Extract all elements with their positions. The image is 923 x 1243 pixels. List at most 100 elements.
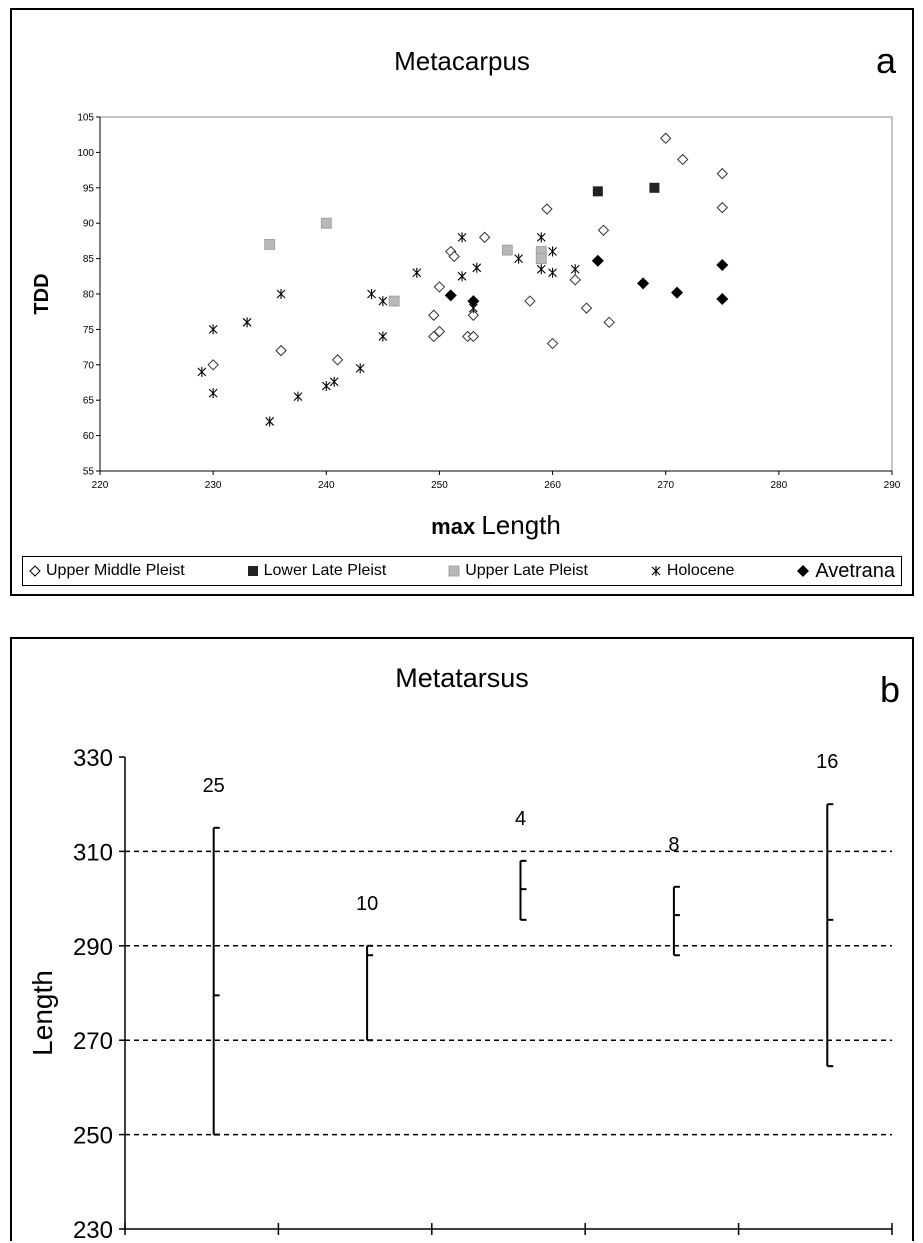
legend-label: Upper Late Pleist	[465, 562, 588, 579]
y-tick-label: 330	[73, 745, 113, 772]
legend-item-lower-late-pleist: Lower Late Pleist	[247, 562, 387, 580]
point-upper-late-pleist	[388, 295, 400, 307]
point-avetrana	[671, 286, 684, 299]
point-holocene	[536, 264, 546, 275]
point-holocene	[355, 363, 365, 374]
x-tick-label: 250	[431, 480, 448, 491]
sample-count-label: 4	[515, 808, 526, 830]
chart-title: Metacarpus	[394, 46, 530, 76]
point-upper-middle-pleist	[448, 250, 460, 263]
point-holocene	[208, 324, 218, 335]
y-tick-label: 230	[73, 1217, 113, 1243]
point-upper-middle-pleist	[676, 153, 689, 166]
y-tick-label: 250	[73, 1123, 113, 1150]
point-holocene	[276, 289, 286, 299]
point-lower-late-pleist	[592, 186, 603, 197]
point-holocene	[329, 376, 339, 387]
point-upper-middle-pleist	[580, 302, 593, 314]
x-axis-label: max Length	[431, 510, 561, 540]
point-holocene	[514, 253, 524, 264]
point-holocene	[208, 388, 218, 399]
point-holocene	[197, 366, 207, 377]
square-gray-icon	[448, 565, 460, 577]
diamond-open-icon	[29, 565, 41, 577]
point-holocene	[293, 391, 303, 402]
sample-count-label: 8	[668, 834, 679, 856]
y-tick-label: 290	[73, 934, 113, 961]
point-holocene	[265, 416, 275, 427]
point-upper-middle-pleist	[716, 167, 728, 180]
point-upper-middle-pleist	[467, 309, 480, 321]
y-tick-label: 95	[83, 183, 95, 194]
point-holocene	[472, 262, 482, 273]
legend-label: Upper Middle Pleist	[46, 562, 185, 579]
metacarpus-panel: Metacarpus a 220 230 240 250 260 270 280 290 55 6…	[10, 8, 914, 596]
point-upper-middle-pleist	[433, 325, 446, 338]
legend-item-avetrana: Avetrana	[796, 560, 895, 583]
point-upper-middle-pleist	[467, 330, 480, 343]
point-holocene	[242, 317, 252, 328]
square-filled-icon	[247, 566, 258, 576]
plot-area	[99, 116, 893, 472]
point-avetrana	[591, 254, 604, 267]
panel-label: b	[879, 669, 900, 710]
point-upper-late-pleist	[535, 253, 547, 265]
x-tick-label: 220	[92, 480, 109, 491]
point-holocene	[367, 289, 376, 299]
point-avetrana	[637, 277, 650, 290]
point-holocene	[457, 232, 467, 243]
point-upper-middle-pleist	[569, 274, 581, 286]
legend: Upper Middle Pleist Lower Late Pleist Up…	[22, 556, 902, 586]
x-tick-label: 230	[205, 480, 222, 491]
x-axis-label-text: Length	[481, 510, 561, 540]
x-axis-label-bold: max	[431, 514, 481, 539]
legend-item-holocene: Holocene	[650, 562, 735, 580]
point-holocene	[548, 267, 557, 278]
y-tick-label: 65	[83, 396, 95, 407]
sample-count-label: 10	[356, 893, 378, 915]
legend-label: Holocene	[666, 562, 735, 579]
point-upper-middle-pleist	[478, 231, 491, 244]
point-upper-middle-pleist	[603, 316, 615, 329]
panel-label: a	[875, 40, 896, 81]
diamond-filled-icon	[797, 565, 810, 577]
point-upper-middle-pleist	[541, 203, 553, 215]
point-upper-middle-pleist	[597, 224, 610, 236]
y-tick-label: 270	[73, 1028, 113, 1055]
point-holocene	[536, 232, 546, 243]
point-avetrana	[716, 258, 729, 271]
range-plot: 230250270290310330HoloceneUpper L.P.Lowe…	[27, 745, 893, 1243]
x-tick-label: 290	[884, 480, 901, 491]
x-tick-label: 270	[657, 480, 674, 491]
point-avetrana	[467, 295, 480, 308]
point-upper-middle-pleist	[524, 295, 536, 307]
point-lower-late-pleist	[649, 182, 660, 193]
point-upper-late-pleist	[501, 244, 513, 256]
point-upper-middle-pleist	[546, 337, 559, 350]
chart-title: Metatarsus	[395, 663, 529, 693]
y-axis-label: Length	[27, 970, 58, 1056]
y-tick-label: 70	[83, 360, 95, 371]
y-tick-label: 75	[83, 325, 95, 336]
point-holocene	[457, 271, 467, 282]
legend-label: Avetrana	[815, 559, 895, 582]
y-tick-label: 105	[77, 113, 94, 124]
point-upper-middle-pleist	[207, 359, 219, 371]
y-tick-label: 310	[73, 839, 113, 866]
point-holocene	[378, 331, 388, 342]
point-avetrana	[444, 289, 457, 302]
y-tick-label: 90	[83, 219, 95, 230]
point-upper-middle-pleist	[331, 354, 344, 366]
sample-count-label: 16	[816, 751, 838, 773]
legend-label: Lower Late Pleist	[263, 562, 387, 579]
y-axis-label: TDD	[31, 273, 53, 314]
asterisk-icon	[651, 566, 661, 576]
point-upper-late-pleist	[264, 239, 276, 250]
y-tick-label: 55	[83, 467, 95, 478]
y-tick-label: 100	[77, 148, 94, 159]
metatarsus-panel: Metatarsus b 230250270290310330HoloceneU…	[10, 637, 914, 1243]
point-holocene	[321, 381, 331, 392]
sample-count-label: 25	[203, 775, 225, 797]
point-holocene	[412, 267, 422, 278]
legend-item-upper-late-pleist: Upper Late Pleist	[448, 562, 588, 580]
